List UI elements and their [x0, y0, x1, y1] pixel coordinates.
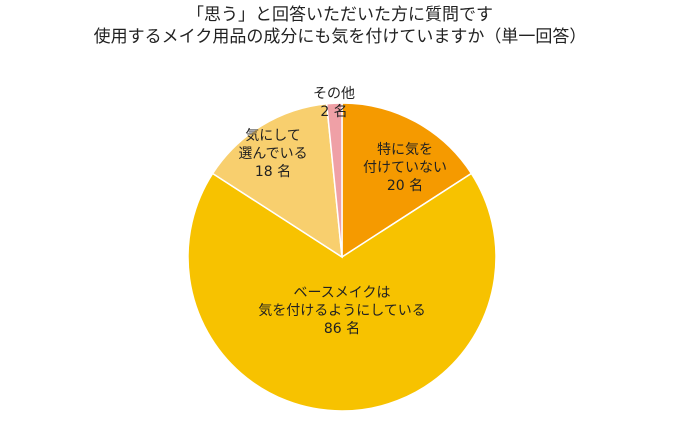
pie-slice	[341, 102, 473, 259]
slice-label: ベースメイクは気を付けるようにしている 86 名	[258, 285, 426, 337]
chart-title-line-2: 使用するメイク用品の成分にも気を付けていますか（単一回答）	[93, 27, 587, 47]
slice-value-label: 18 名	[255, 164, 291, 180]
pie-slice	[187, 172, 497, 412]
slice-label: 特に気を付けていない 20 名	[363, 142, 447, 194]
slice-category-label: 選んでいる	[238, 146, 307, 162]
slice-category-label: 付けていない	[363, 160, 447, 176]
chart-title: 「思う」と回答いただいた方に質問です 使用するメイク用品の成分にも気を付けていま…	[0, 4, 680, 48]
slice-category-label: 気にして	[245, 128, 301, 144]
slice-category-label: ベースメイクは	[293, 285, 390, 301]
pie-slices	[187, 102, 497, 412]
slice-label: 気にして選んでいる 18 名	[238, 128, 307, 180]
slice-category-label: 気を付けるようにしている	[258, 303, 426, 319]
slice-value-label: 86 名	[324, 321, 360, 337]
slice-category-label: 特に気を	[377, 142, 433, 158]
slice-category-label: その他	[313, 86, 355, 102]
chart-title-line-1: 「思う」と回答いただいた方に質問です	[187, 5, 493, 25]
slice-label: その他 2 名	[313, 86, 355, 120]
pie-slice	[211, 102, 343, 259]
slice-value-label: 2 名	[320, 104, 347, 120]
slice-value-label: 20 名	[387, 178, 423, 194]
pie-slice	[325, 102, 343, 258]
